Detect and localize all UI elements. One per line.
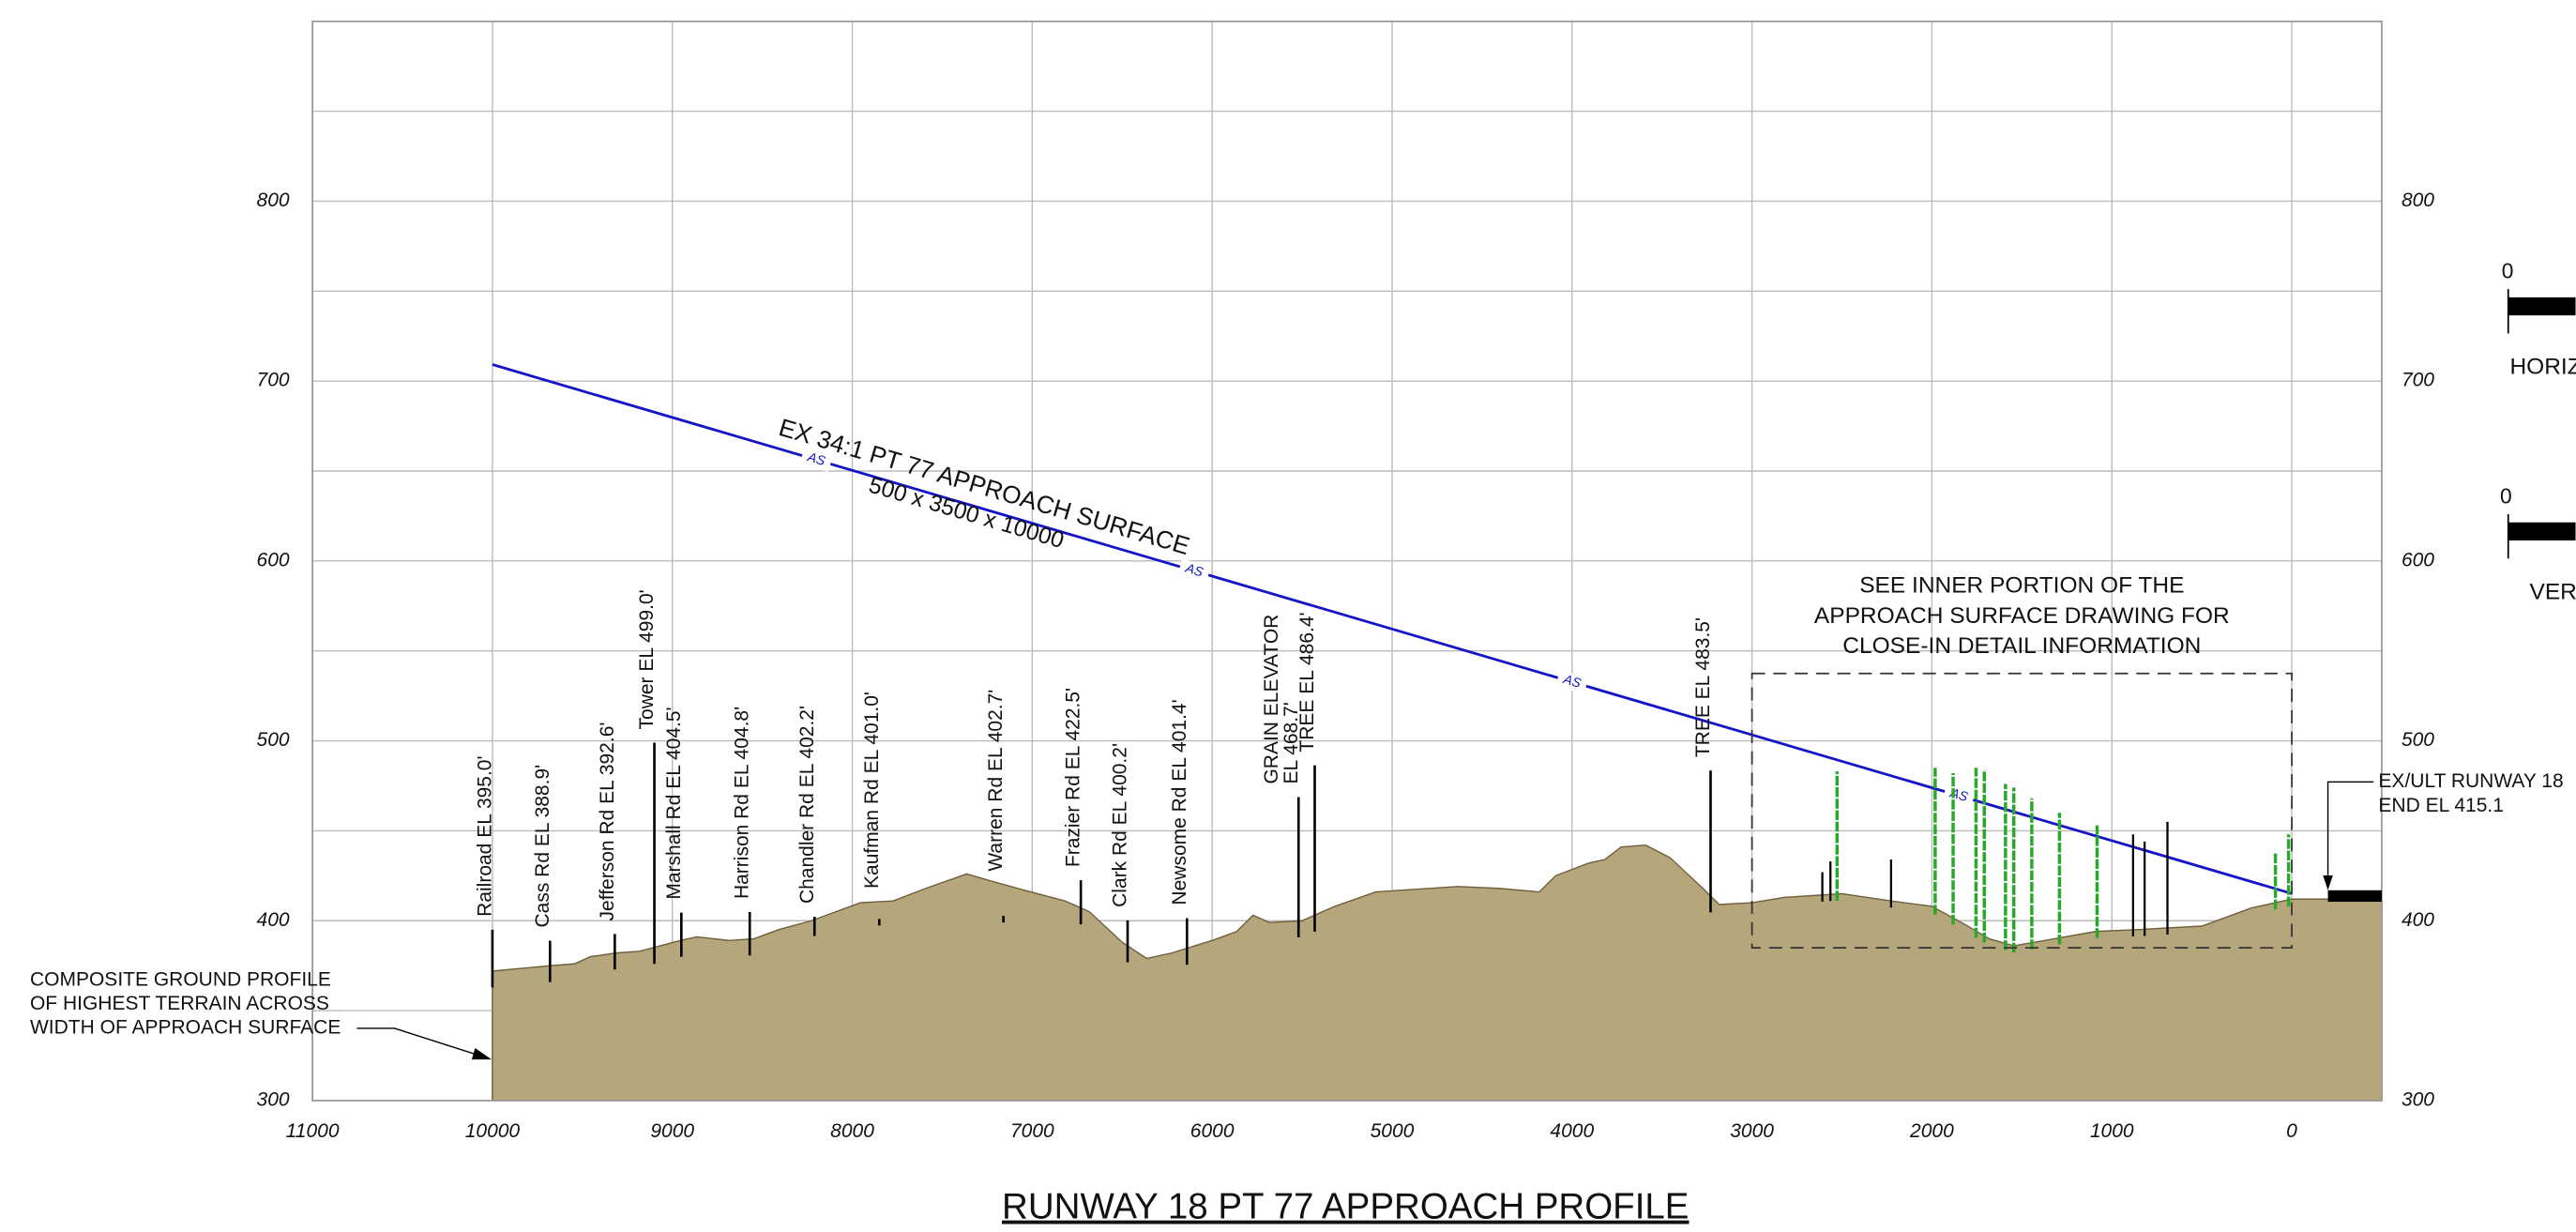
ground-note: COMPOSITE GROUND PROFILE <box>30 969 331 991</box>
obstruction-label: EL 468.7' <box>1280 702 1302 783</box>
x-tick-label: 9000 <box>650 1120 694 1142</box>
inner-note: APPROACH SURFACE DRAWING FOR <box>1814 603 2230 629</box>
obstruction-label: Chandler Rd EL 402.2' <box>796 706 818 904</box>
x-tick-label: 6000 <box>1190 1120 1235 1142</box>
y-tick-label: 300 <box>257 1088 290 1110</box>
scale-vertical: VERT <box>2530 579 2576 604</box>
scale-zero: 0 <box>2500 483 2512 508</box>
surface-marker: AS <box>1561 671 1583 691</box>
y2-tick-label: 500 <box>2402 729 2434 751</box>
obstruction-label: Railroad EL 395.0' <box>474 755 495 916</box>
plot-border <box>311 20 2383 1102</box>
obstruction-label: Marshall Rd EL 404.5' <box>663 707 685 899</box>
x-tick-label: 3000 <box>1730 1120 1774 1142</box>
obstruction-label: Frazier Rd EL 422.5' <box>1063 688 1084 867</box>
obstruction-label: Cass Rd EL 388.9' <box>532 765 553 928</box>
surface-marker-gap <box>1177 558 1211 584</box>
scale-bar <box>2508 297 2576 316</box>
surface-marker: AS <box>1183 560 1205 580</box>
y2-tick-label: 300 <box>2402 1088 2434 1110</box>
y-tick-label: 800 <box>257 190 290 211</box>
inner-note: CLOSE-IN DETAIL INFORMATION <box>1842 633 2201 659</box>
obstruction-label: Jefferson Rd EL 392.6' <box>597 722 618 921</box>
inner-note: SEE INNER PORTION OF THE <box>1859 572 2184 598</box>
ground-note: OF HIGHEST TERRAIN ACROSS <box>30 993 329 1014</box>
x-tick-label: 2000 <box>1909 1120 1954 1142</box>
x-tick-label: 10000 <box>465 1120 521 1142</box>
runway-note: EX/ULT RUNWAY 18 <box>2378 770 2563 792</box>
runway-note: END EL 415.1 <box>2378 795 2503 816</box>
x-tick-label: 4000 <box>1550 1120 1594 1142</box>
obstruction-label: Clark Rd EL 400.2' <box>1110 743 1131 907</box>
obstruction-label: Newsome Rd EL 401.4' <box>1169 699 1190 905</box>
y-tick-label: 600 <box>257 549 290 570</box>
obstruction-label: Warren Rd EL 402.7' <box>985 690 1007 872</box>
scale-horizontal: HORIZ <box>2509 355 2576 380</box>
surface-label: EX 34:1 PT 77 APPROACH SURFACE <box>776 413 1193 560</box>
approach-surface <box>492 363 2293 895</box>
y2-tick-label: 700 <box>2402 370 2434 391</box>
x-tick-label: 0 <box>2286 1120 2297 1142</box>
y-tick-label: 500 <box>257 729 290 751</box>
obstruction-label: Harrison Rd EL 404.8' <box>732 707 753 899</box>
x-tick-label: 8000 <box>830 1120 874 1142</box>
runway-note-leader <box>2326 781 2374 881</box>
ground-note-arrow <box>471 1047 492 1060</box>
obstruction-label: TREE EL 483.5' <box>1692 617 1714 757</box>
x-tick-label: 5000 <box>1371 1120 1415 1142</box>
scale-zero: 0 <box>2502 259 2514 283</box>
y-tick-label: 400 <box>257 909 290 931</box>
ground-note: WIDTH OF APPROACH SURFACE <box>30 1016 341 1038</box>
surface-marker-gap <box>1555 669 1589 694</box>
surface-marker: AS <box>805 449 827 468</box>
x-tick-label: 11000 <box>286 1120 340 1142</box>
ground-note-leader <box>356 1027 482 1057</box>
y2-tick-label: 600 <box>2402 549 2434 570</box>
obstruction-label: TREE EL 486.4' <box>1296 612 1318 752</box>
runway-note-arrow <box>2323 875 2333 890</box>
y2-tick-label: 400 <box>2402 909 2434 931</box>
runway <box>2327 890 2382 903</box>
obstruction-label: Tower EL 499.0' <box>636 589 658 729</box>
chart-title: RUNWAY 18 PT 77 APPROACH PROFILE <box>1002 1187 1689 1227</box>
y-tick-label: 700 <box>257 370 290 391</box>
scale-bar <box>2508 522 2576 540</box>
y2-tick-label: 800 <box>2402 190 2434 211</box>
x-tick-label: 1000 <box>2090 1120 2134 1142</box>
surface-marker-gap <box>799 448 833 472</box>
x-tick-label: 7000 <box>1010 1120 1054 1142</box>
surface-marker-gap <box>1942 783 1976 808</box>
obstruction-label: GRAIN ELEVATOR <box>1261 615 1282 784</box>
obstruction-label: Kaufman Rd EL 401.0' <box>861 692 883 889</box>
